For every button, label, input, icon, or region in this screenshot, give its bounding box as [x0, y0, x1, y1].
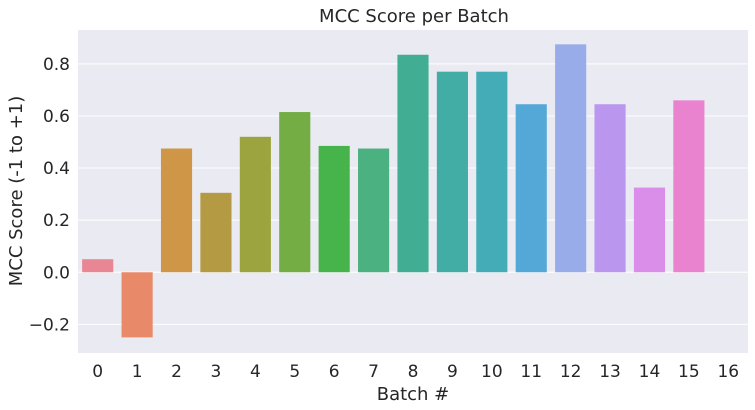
x-tick-label: 15 [678, 362, 700, 382]
y-tick-label: 0.6 [43, 107, 70, 127]
bar-batch-13 [594, 104, 626, 273]
x-tick-label: 11 [520, 362, 542, 382]
x-tick-label: 0 [92, 362, 103, 382]
y-tick-label: 0.0 [43, 263, 70, 283]
x-tick-label: 6 [329, 362, 340, 382]
y-tick-label: 0.2 [43, 211, 70, 231]
bar-batch-12 [555, 44, 587, 273]
x-axis-title: Batch # [377, 384, 450, 405]
y-tick-label: −0.2 [29, 315, 70, 335]
x-tick-labels: 0 1 2 3 4 5 6 7 8 9 10 11 12 13 14 15 16 [92, 362, 739, 382]
bar-batch-8 [397, 54, 429, 273]
bar-batch-15 [673, 100, 705, 273]
x-tick-label: 5 [289, 362, 300, 382]
bar-batch-4 [239, 136, 271, 273]
bar-batch-3 [200, 192, 232, 273]
x-tick-label: 1 [132, 362, 143, 382]
x-tick-label: 7 [368, 362, 379, 382]
x-tick-label: 10 [481, 362, 503, 382]
x-tick-label: 12 [560, 362, 582, 382]
x-tick-label: 8 [408, 362, 419, 382]
chart-title: MCC Score per Batch [319, 6, 509, 27]
y-axis-title: MCC Score (-1 to +1) [6, 96, 27, 287]
bar-batch-7 [358, 148, 390, 273]
bar-batch-9 [436, 71, 468, 273]
x-tick-label: 16 [717, 362, 739, 382]
x-tick-label: 3 [211, 362, 222, 382]
bar-batch-5 [279, 112, 311, 273]
x-tick-label: 4 [250, 362, 261, 382]
bars [82, 44, 705, 338]
y-tick-labels: −0.2 0.0 0.2 0.4 0.6 0.8 [29, 55, 70, 335]
x-tick-label: 14 [639, 362, 661, 382]
bar-batch-0 [82, 259, 114, 273]
x-tick-label: 9 [447, 362, 458, 382]
bar-batch-11 [515, 104, 547, 273]
bar-batch-14 [633, 187, 666, 273]
y-tick-label: 0.4 [43, 159, 70, 179]
bar-batch-6 [318, 145, 350, 273]
x-tick-label: 2 [171, 362, 182, 382]
bar-batch-2 [160, 148, 193, 273]
bar-batch-1 [121, 272, 153, 338]
x-tick-label: 13 [599, 362, 621, 382]
y-tick-label: 0.8 [43, 55, 70, 75]
bar-batch-10 [476, 71, 508, 273]
